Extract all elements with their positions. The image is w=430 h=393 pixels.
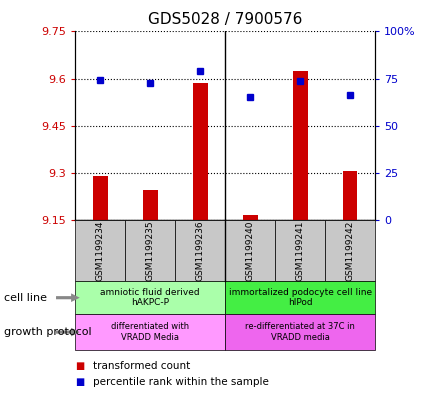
Bar — [242, 215, 257, 220]
Text: percentile rank within the sample: percentile rank within the sample — [92, 377, 268, 387]
Bar — [342, 171, 356, 220]
Text: ■: ■ — [75, 361, 84, 371]
Text: growth protocol: growth protocol — [4, 327, 92, 337]
Text: cell line: cell line — [4, 293, 47, 303]
Title: GDS5028 / 7900576: GDS5028 / 7900576 — [147, 13, 302, 28]
Text: GSM1199236: GSM1199236 — [195, 220, 204, 281]
Text: GSM1199241: GSM1199241 — [295, 220, 304, 281]
Bar — [292, 71, 307, 220]
Bar — [192, 83, 207, 220]
Text: immortalized podocyte cell line
hIPod: immortalized podocyte cell line hIPod — [228, 288, 371, 307]
Text: amniotic fluid derived
hAKPC-P: amniotic fluid derived hAKPC-P — [100, 288, 200, 307]
Text: differentiated with
VRADD Media: differentiated with VRADD Media — [111, 322, 189, 342]
Bar — [142, 190, 157, 220]
Text: transformed count: transformed count — [92, 361, 190, 371]
Text: GSM1199234: GSM1199234 — [95, 220, 104, 281]
Bar — [93, 176, 108, 220]
Text: GSM1199242: GSM1199242 — [345, 220, 354, 281]
Text: ■: ■ — [75, 377, 84, 387]
Text: GSM1199240: GSM1199240 — [245, 220, 254, 281]
Text: re-differentiated at 37C in
VRADD media: re-differentiated at 37C in VRADD media — [245, 322, 354, 342]
Text: GSM1199235: GSM1199235 — [145, 220, 154, 281]
